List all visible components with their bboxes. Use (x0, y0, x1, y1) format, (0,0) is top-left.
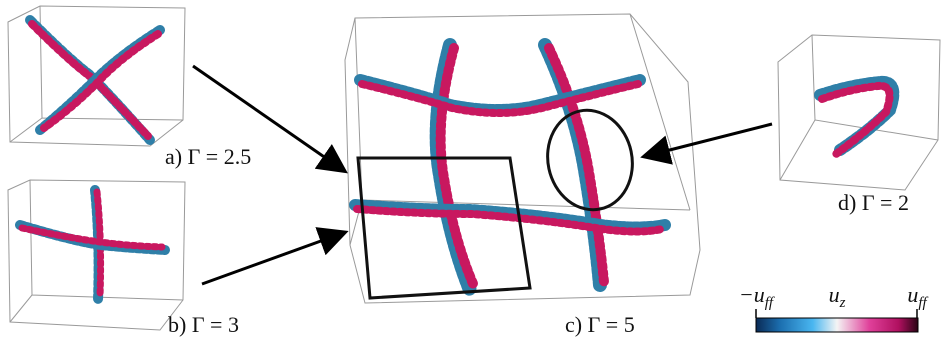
panel-a: a) Γ = 2.5 (8, 6, 251, 169)
panel-d: d) Γ = 2 (778, 35, 940, 215)
colorbar-gradient (756, 318, 918, 332)
domain-box (778, 35, 940, 190)
figure: a) Γ = 2.5 b) Γ = 3 c) Γ = 5 d) Γ = 2 (0, 0, 944, 337)
panel-label: b) Γ = 3 (168, 312, 239, 337)
streamline (822, 86, 890, 154)
panel-label: a) Γ = 2.5 (165, 144, 251, 169)
subscript: z (839, 295, 846, 311)
panel-b: b) Γ = 3 (8, 180, 239, 337)
panel-label: c) Γ = 5 (565, 312, 635, 337)
streamline (22, 228, 162, 247)
arrow (202, 233, 343, 284)
subscript: ff (918, 295, 928, 311)
colorbar-center-label: uz (829, 282, 846, 311)
symbol: u (829, 282, 840, 307)
streamline (441, 48, 474, 286)
panel-c: c) Γ = 5 (345, 14, 700, 337)
colorbar-min-label: −uff (739, 282, 775, 311)
symbol: u (907, 282, 918, 307)
page: {"panels": [ {"label": "a) Γ = 2.5"}, {"… (0, 0, 944, 337)
colorbar-max-label: uff (907, 282, 928, 311)
panel-label: d) Γ = 2 (838, 190, 909, 215)
subscript: ff (765, 295, 775, 311)
symbol: −u (739, 282, 765, 307)
colorbar: −uff uz uff (739, 282, 929, 332)
